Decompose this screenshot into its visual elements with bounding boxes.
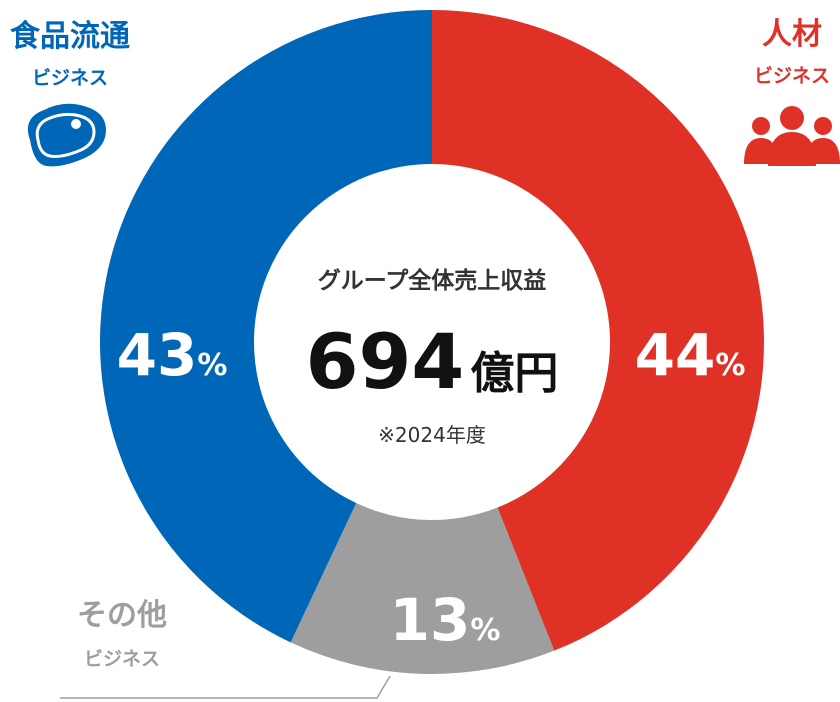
donut-segment-shokuhin (99, 10, 432, 643)
category-sub-sonota: ビジネス (84, 648, 160, 670)
percent-value: 43 (117, 321, 198, 389)
percent-value: 44 (635, 321, 716, 389)
leader-line-sonota (60, 675, 391, 699)
percent-label-sonota: 13% (390, 586, 501, 654)
percent-value: 13 (390, 586, 471, 654)
center-unit: 億円 (470, 348, 558, 399)
percent-label-shokuhin: 43% (117, 321, 228, 389)
category-sub-shokuhin: ビジネス (32, 67, 108, 89)
center-value: 694 (306, 317, 465, 406)
category-sub-jinzai: ビジネス (754, 65, 830, 87)
center-total: 694 億円 (306, 317, 559, 406)
donut-segment-sonota (290, 503, 555, 674)
people-icon (744, 106, 840, 166)
center-note: ※2024年度 (378, 423, 486, 447)
percent-suffix: % (470, 613, 500, 648)
percent-suffix: % (197, 348, 227, 383)
donut-segment-jinzai (432, 10, 764, 651)
donut-segments (99, 10, 764, 674)
category-name-shokuhin: 食品流通 (10, 19, 130, 54)
category-name-sonota: その他 (77, 598, 167, 633)
percent-suffix: % (715, 348, 745, 383)
percent-label-jinzai: 44% (635, 321, 746, 389)
center-title: グループ全体売上収益 (318, 267, 547, 294)
meat-icon (27, 103, 106, 167)
category-name-jinzai: 人材 (762, 17, 822, 52)
